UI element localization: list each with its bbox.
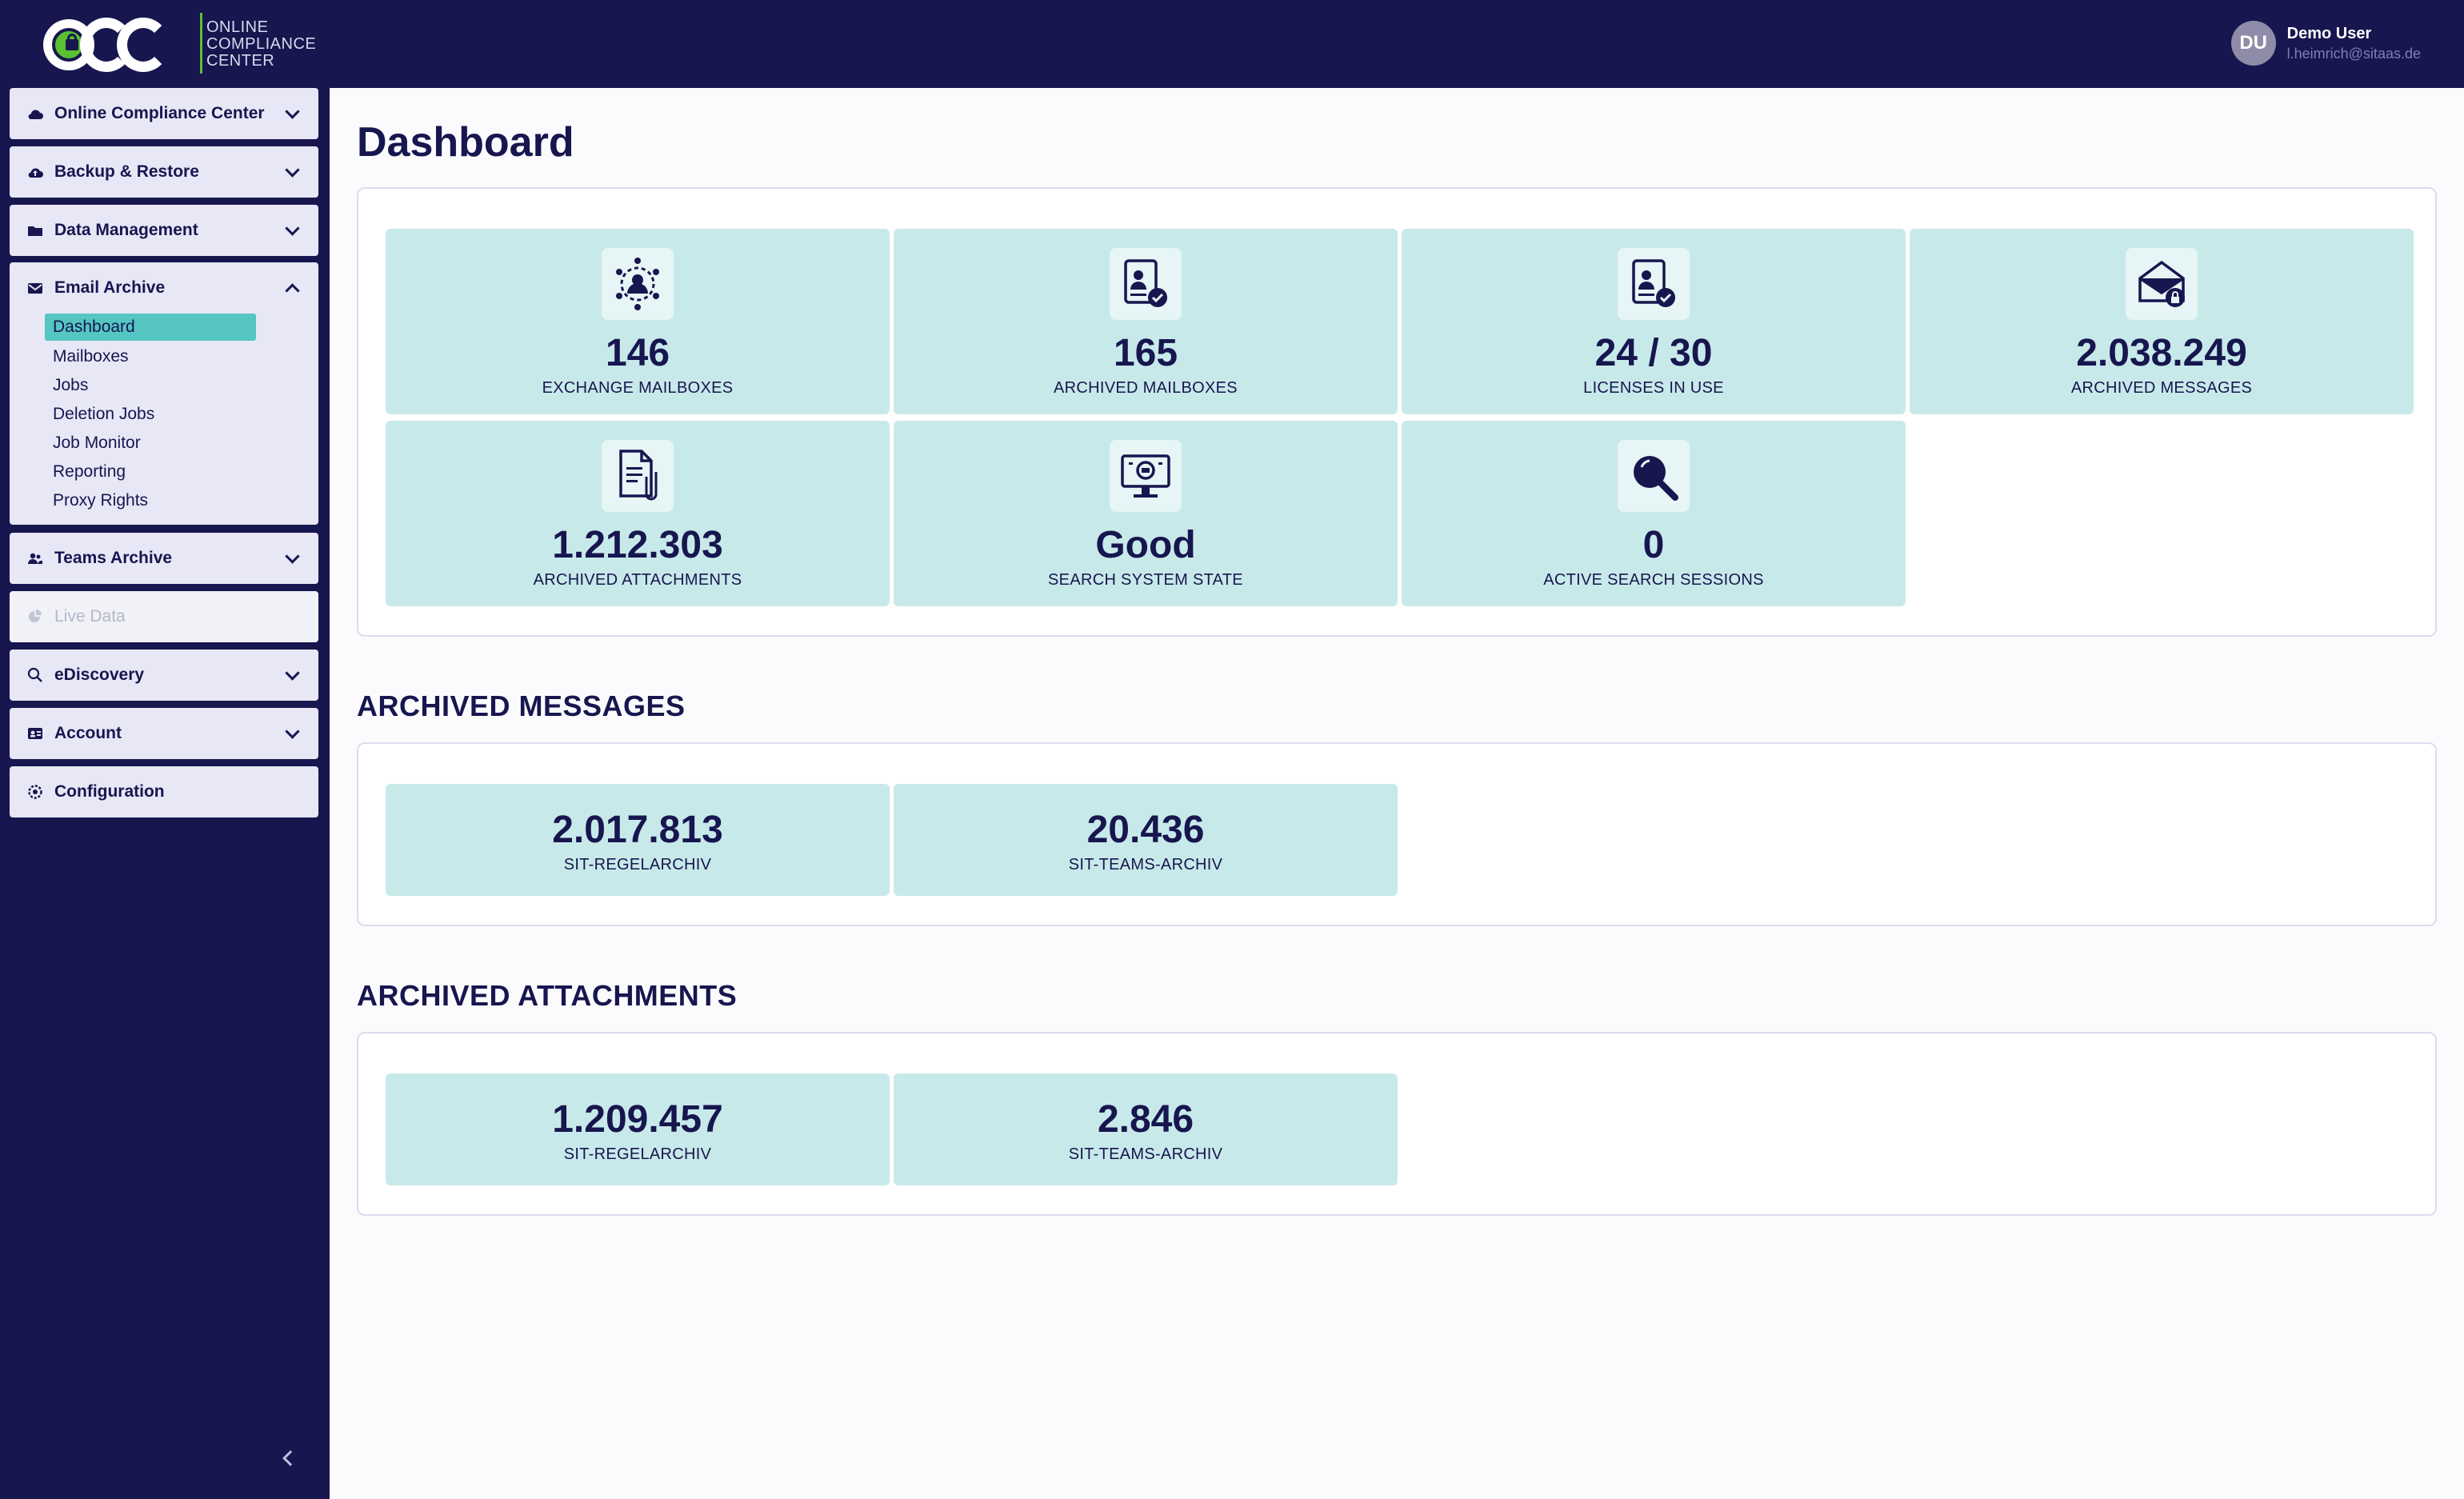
avatar[interactable]: DU: [2230, 21, 2276, 66]
search-icon: [27, 667, 43, 683]
monitor-search-icon: [1110, 440, 1182, 512]
folder-icon: [27, 222, 43, 238]
submenu-item-reporting[interactable]: Reporting: [53, 462, 126, 481]
attachment-label: SIT-REGELARCHIV: [563, 1145, 712, 1163]
submenu-item-job-monitor[interactable]: Job Monitor: [53, 434, 141, 452]
stats-panel: 146 EXCHANGE MAILBOXES 165 ARCHIVED MAIL…: [357, 187, 2437, 637]
submenu-item-dashboard[interactable]: Dashboard: [45, 314, 256, 341]
archive-value: 2.017.813: [552, 809, 723, 851]
stat-label: ACTIVE SEARCH SESSIONS: [1543, 571, 1764, 589]
stat-label: LICENSES IN USE: [1583, 379, 1724, 397]
sidebar-item-data-management[interactable]: Data Management: [10, 205, 318, 256]
archive-value: 20.436: [1086, 809, 1205, 851]
sidebar-item-label: Live Data: [54, 607, 126, 626]
archive-label: SIT-REGELARCHIV: [563, 856, 712, 873]
sidebar-item-live-data: Live Data: [10, 591, 318, 642]
archive-tile-sit-regelarchiv: 2.017.813 SIT-REGELARCHIV: [386, 784, 890, 896]
id-card-icon: [27, 726, 43, 742]
logo-text: ONLINE COMPLIANCE CENTER: [206, 18, 317, 70]
stat-value: 146: [605, 332, 670, 374]
stat-label: ARCHIVED MAILBOXES: [1054, 379, 1238, 397]
sidebar-item-teams-archive[interactable]: Teams Archive: [10, 533, 318, 584]
email-archive-submenu: Dashboard Mailboxes Jobs Deletion Jobs J…: [10, 314, 318, 525]
user-card-check-icon: [1618, 248, 1690, 320]
stat-tile-exchange-mailboxes: 146 EXCHANGE MAILBOXES: [386, 229, 890, 414]
document-attachment-icon: [602, 440, 674, 512]
archive-tile-sit-teams-archiv: 20.436 SIT-TEAMS-ARCHIV: [894, 784, 1398, 896]
stat-tile-licenses-in-use: 24 / 30 LICENSES IN USE: [1402, 229, 1906, 414]
envelope-icon: [27, 280, 43, 296]
submenu-item-mailboxes[interactable]: Mailboxes: [53, 347, 129, 366]
top-bar: ONLINE COMPLIANCE CENTER DU Demo User l.…: [0, 0, 2464, 88]
attachment-value: 1.209.457: [552, 1098, 723, 1141]
user-menu[interactable]: DU Demo User l.heimrich@sitaas.de: [2230, 21, 2421, 66]
occ-logo-mark: ONLINE COMPLIANCE CENTER: [43, 13, 316, 74]
stat-value: 0: [1642, 524, 1665, 566]
stat-value: 1.212.303: [552, 524, 723, 566]
user-name: Demo User: [2286, 25, 2372, 42]
stat-tile-search-system-state: Good SEARCH SYSTEM STATE: [894, 421, 1398, 606]
submenu-item-proxy-rights[interactable]: Proxy Rights: [53, 491, 149, 510]
stat-tile-archived-messages: 2.038.249 ARCHIVED MESSAGES: [1910, 229, 2414, 414]
user-email: l.heimrich@sitaas.de: [2286, 46, 2421, 62]
stat-value: 2.038.249: [2076, 332, 2247, 374]
archived-messages-panel: 2.017.813 SIT-REGELARCHIV 20.436 SIT-TEA…: [357, 742, 2437, 926]
magnifier-icon: [1618, 440, 1690, 512]
envelope-lock-icon: [2126, 248, 2198, 320]
sidebar-item-account[interactable]: Account: [10, 708, 318, 759]
cloud-icon: [27, 106, 43, 122]
chevron-down-icon[interactable]: [285, 665, 300, 681]
stat-value: 24 / 30: [1594, 332, 1713, 374]
sidebar-item-label: eDiscovery: [54, 666, 145, 684]
sidebar-item-label: Teams Archive: [54, 549, 173, 567]
sidebar-item-online-compliance-center[interactable]: Online Compliance Center: [10, 88, 318, 139]
chevron-down-icon[interactable]: [285, 220, 300, 236]
stat-tile-active-search-sessions: 0 ACTIVE SEARCH SESSIONS: [1402, 421, 1906, 606]
archived-messages-title: ARCHIVED MESSAGES: [357, 690, 686, 722]
stat-label: EXCHANGE MAILBOXES: [542, 379, 734, 397]
user-card-lock-icon: [1110, 248, 1182, 320]
network-user-icon: [602, 248, 674, 320]
archived-attachments-title: ARCHIVED ATTACHMENTS: [357, 979, 738, 1012]
sidebar-item-label: Online Compliance Center: [54, 104, 265, 122]
chevron-down-icon[interactable]: [285, 548, 300, 564]
collapse-sidebar-icon[interactable]: [282, 1450, 298, 1466]
stat-label: ARCHIVED ATTACHMENTS: [533, 571, 742, 589]
submenu-item-jobs[interactable]: Jobs: [53, 376, 89, 394]
attachment-value: 2.846: [1097, 1098, 1194, 1141]
stat-label: SEARCH SYSTEM STATE: [1048, 571, 1243, 589]
sidebar-item-label: Email Archive: [54, 278, 166, 297]
stat-tile-archived-mailboxes: 165 ARCHIVED MAILBOXES: [894, 229, 1398, 414]
main-content: Dashboard 146 EXCHANGE MAILBOXES 165 ARC…: [330, 88, 2464, 1499]
cloud-upload-icon: [27, 164, 43, 180]
chevron-down-icon[interactable]: [285, 723, 300, 739]
sidebar-item-email-archive[interactable]: Email Archive Dashboard Mailboxes Jobs D…: [10, 262, 318, 525]
attachment-label: SIT-TEAMS-ARCHIV: [1068, 1145, 1223, 1163]
sidebar: Online Compliance Center Backup & Restor…: [0, 88, 330, 1499]
sidebar-item-label: Data Management: [54, 221, 198, 239]
sidebar-item-ediscovery[interactable]: eDiscovery: [10, 650, 318, 701]
stat-value: 165: [1113, 332, 1178, 374]
occ-logo[interactable]: ONLINE COMPLIANCE CENTER: [43, 13, 316, 74]
sidebar-item-label: Account: [54, 724, 122, 742]
chevron-down-icon[interactable]: [285, 103, 300, 119]
stat-tile-archived-attachments: 1.212.303 ARCHIVED ATTACHMENTS: [386, 421, 890, 606]
chevron-up-icon[interactable]: [285, 282, 300, 298]
chart-icon: [27, 609, 43, 625]
sidebar-item-label: Backup & Restore: [54, 162, 199, 181]
sidebar-item-backup-restore[interactable]: Backup & Restore: [10, 146, 318, 198]
submenu-item-deletion-jobs[interactable]: Deletion Jobs: [53, 405, 155, 423]
gear-icon: [27, 784, 43, 800]
sidebar-item-label: Configuration: [54, 782, 165, 801]
attachment-tile-sit-teams-archiv: 2.846 SIT-TEAMS-ARCHIV: [894, 1073, 1398, 1185]
stat-label: ARCHIVED MESSAGES: [2070, 379, 2253, 397]
chevron-down-icon[interactable]: [285, 162, 300, 178]
archived-attachments-panel: 1.209.457 SIT-REGELARCHIV 2.846 SIT-TEAM…: [357, 1032, 2437, 1216]
attachment-tile-sit-regelarchiv: 1.209.457 SIT-REGELARCHIV: [386, 1073, 890, 1185]
users-icon: [27, 550, 43, 566]
archive-label: SIT-TEAMS-ARCHIV: [1068, 856, 1223, 873]
page-title: Dashboard: [357, 119, 574, 166]
sidebar-item-configuration[interactable]: Configuration: [10, 766, 318, 817]
stat-value: Good: [1095, 524, 1196, 566]
